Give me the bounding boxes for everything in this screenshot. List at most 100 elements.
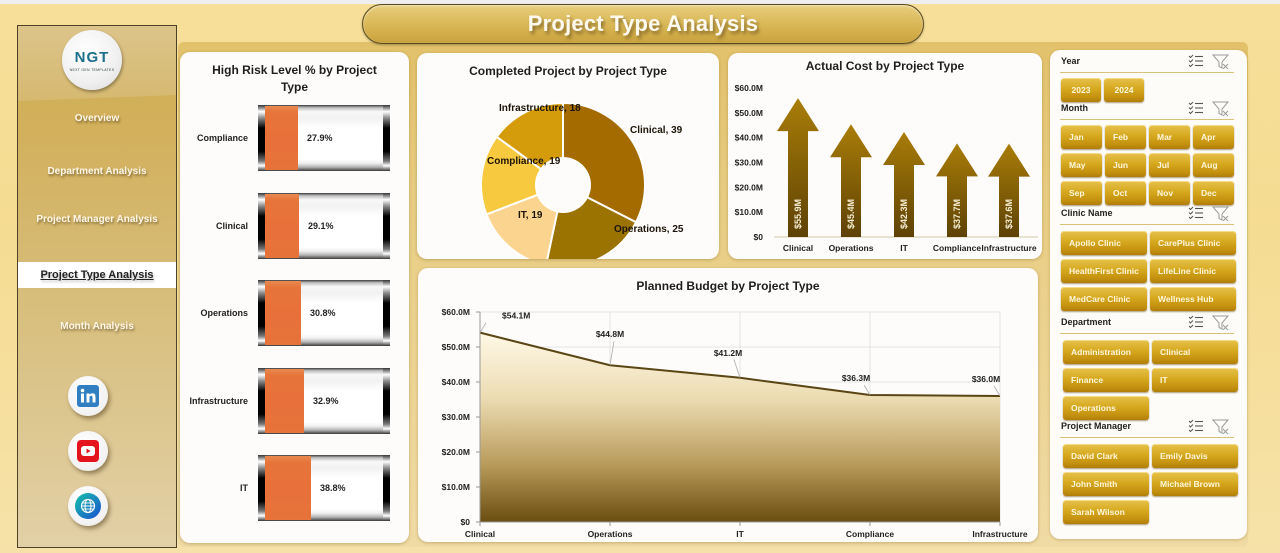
slicer-option-month-apr[interactable]: Apr: [1193, 125, 1234, 149]
clear-filter-icon[interactable]: [1211, 206, 1230, 222]
risk-bar-track: 38.8%: [258, 455, 390, 521]
cost-arrow-infrastructure[interactable]: [988, 143, 1030, 237]
slicer-option-clinic-medcare-clinic[interactable]: MedCare Clinic: [1061, 287, 1147, 311]
risk-bar-track: 27.9%: [258, 105, 390, 171]
slicer-option-year-2023[interactable]: 2023: [1061, 78, 1101, 102]
slicer-option-month-jan[interactable]: Jan: [1061, 125, 1102, 149]
risk-bar-fill: [265, 281, 301, 345]
slicer-option-month-may[interactable]: May: [1061, 153, 1102, 177]
risk-value-label: 29.1%: [308, 221, 334, 231]
donut-data-label: Infrastructure, 18: [499, 103, 581, 114]
slicer-option-month-nov[interactable]: Nov: [1149, 181, 1190, 205]
clear-filter-icon[interactable]: [1211, 101, 1230, 117]
slicer-option-department-it[interactable]: IT: [1152, 368, 1238, 392]
risk-category-label: IT: [240, 483, 248, 493]
clear-filter-icon[interactable]: [1211, 419, 1230, 435]
slicer-option-clinic-apollo-clinic[interactable]: Apollo Clinic: [1061, 231, 1147, 255]
slicer-option-department-administration[interactable]: Administration: [1063, 340, 1149, 364]
slicer-option-month-sep[interactable]: Sep: [1061, 181, 1102, 205]
slicer-option-month-oct[interactable]: Oct: [1105, 181, 1146, 205]
y-tick-label: $50.0M: [735, 108, 763, 118]
slicer-option-clinic-lifeline-clinic[interactable]: LifeLine Clinic: [1150, 259, 1236, 283]
slicer-title: Year: [1061, 56, 1081, 66]
cost-arrow-operations[interactable]: [830, 124, 872, 237]
slicer-option-manager-michael-brown[interactable]: Michael Brown: [1152, 472, 1238, 496]
multi-select-icon[interactable]: [1188, 419, 1204, 433]
planned-budget-area-chart: $0 $10.0M $20.0M $30.0M $40.0M $50.0M $60.0M $5…: [442, 307, 1028, 539]
risk-bar-row: Operations 30.8%: [180, 280, 410, 346]
nav-project-type-analysis[interactable]: Project Type Analysis: [18, 262, 176, 288]
slicer-option-clinic-healthfirst-clinic[interactable]: HealthFirst Clinic: [1061, 259, 1147, 283]
linkedin-button[interactable]: [68, 376, 108, 416]
risk-category-label: Infrastructure: [189, 396, 248, 406]
slicer-option-manager-sarah-wilson[interactable]: Sarah Wilson: [1063, 500, 1149, 524]
risk-value-label: 30.8%: [310, 308, 336, 318]
slicer-option-month-aug[interactable]: Aug: [1193, 153, 1234, 177]
budget-data-label: $44.8M: [596, 329, 624, 339]
nav-department-analysis[interactable]: Department Analysis: [18, 158, 176, 184]
ngt-logo: NGT NEXT GEN TEMPLATES: [62, 30, 122, 90]
budget-data-label: $41.2M: [714, 348, 742, 358]
slicer-option-department-clinical[interactable]: Clinical: [1152, 340, 1238, 364]
y-tick-label: $0: [461, 517, 471, 527]
donut-slice-infrastructure[interactable]: [495, 101, 564, 171]
risk-bar-fill: [265, 106, 298, 170]
donut-data-label: Operations, 25: [614, 224, 684, 235]
actual-cost-chart-card: Actual Cost by Project Type $0 $10.0M $20.…: [728, 53, 1042, 259]
multi-select-icon[interactable]: [1188, 101, 1204, 115]
slicer-header-department: Department: [1060, 314, 1234, 334]
slicer-header-manager: Project Manager: [1060, 418, 1234, 438]
slicer-option-month-jun[interactable]: Jun: [1105, 153, 1146, 177]
donut-slice-operations[interactable]: [546, 195, 638, 259]
nav-project-manager-analysis[interactable]: Project Manager Analysis: [18, 206, 176, 232]
slicer-option-manager-david-clark[interactable]: David Clark: [1063, 444, 1149, 468]
risk-bar-track: 32.9%: [258, 368, 390, 434]
risk-category-label: Clinical: [215, 221, 248, 231]
actual-cost-arrow-chart: $0 $10.0M $20.0M $30.0M $40.0M $50.0M $60.0M $5…: [735, 83, 1038, 253]
page-title: Project Type Analysis: [527, 11, 759, 36]
slicer-option-month-feb[interactable]: Feb: [1105, 125, 1146, 149]
donut-data-label: Compliance, 19: [487, 156, 561, 167]
website-button[interactable]: [68, 486, 108, 526]
cost-arrow-compliance[interactable]: [936, 143, 978, 237]
clear-filter-icon[interactable]: [1211, 315, 1230, 331]
slicer-option-month-jul[interactable]: Jul: [1149, 153, 1190, 177]
risk-value-label: 27.9%: [307, 133, 333, 143]
risk-category-label: Operations: [200, 308, 248, 318]
slicer-option-month-dec[interactable]: Dec: [1193, 181, 1234, 205]
budget-data-label: $36.3M: [842, 373, 870, 383]
y-tick-label: $60.0M: [442, 307, 470, 317]
multi-select-icon[interactable]: [1188, 206, 1204, 220]
slicer-option-manager-emily-davis[interactable]: Emily Davis: [1152, 444, 1238, 468]
clear-filter-icon[interactable]: [1211, 54, 1230, 70]
multi-select-icon[interactable]: [1188, 54, 1204, 68]
risk-bar-track: 30.8%: [258, 280, 390, 346]
slicer-option-clinic-careplus-clinic[interactable]: CarePlus Clinic: [1150, 231, 1236, 255]
donut-slice-clinical[interactable]: [562, 101, 646, 224]
y-tick-label: $10.0M: [735, 207, 763, 217]
y-tick-label: $0: [754, 232, 764, 242]
youtube-icon: [77, 440, 99, 462]
slicer-option-department-finance[interactable]: Finance: [1063, 368, 1149, 392]
youtube-button[interactable]: [68, 431, 108, 471]
top-strip: [0, 0, 1280, 4]
completed-project-chart-title: Completed Project by Project Type: [469, 64, 667, 78]
nav-month-analysis[interactable]: Month Analysis: [18, 313, 176, 339]
high-risk-chart-title: High Risk Level % by Project Type: [212, 63, 377, 94]
completed-project-donut: Clinical, 39 Operations, 25 IT, 19 Complian…: [480, 101, 684, 259]
slicer-option-year-2024[interactable]: 2024: [1104, 78, 1144, 102]
y-tick-label: $30.0M: [442, 412, 470, 422]
cost-arrow-clinical[interactable]: [777, 98, 819, 237]
x-category-label: Operations: [829, 243, 874, 253]
multi-select-icon[interactable]: [1188, 315, 1204, 329]
slicer-option-department-operations[interactable]: Operations: [1063, 396, 1149, 420]
slicer-option-clinic-wellness-hub[interactable]: Wellness Hub: [1150, 287, 1236, 311]
filter-panel: Year 2023 2024 Month Jan Feb Mar Apr May Jun Jul Au…: [1050, 50, 1247, 539]
slicer-option-month-mar[interactable]: Mar: [1149, 125, 1190, 149]
slicer-option-manager-john-smith[interactable]: John Smith: [1063, 472, 1149, 496]
risk-value-label: 38.8%: [320, 483, 346, 493]
logo-text: NGT: [74, 48, 110, 66]
donut-data-label: IT, 19: [518, 210, 543, 221]
nav-overview[interactable]: Overview: [18, 105, 176, 131]
cost-arrow-it[interactable]: [883, 131, 925, 237]
